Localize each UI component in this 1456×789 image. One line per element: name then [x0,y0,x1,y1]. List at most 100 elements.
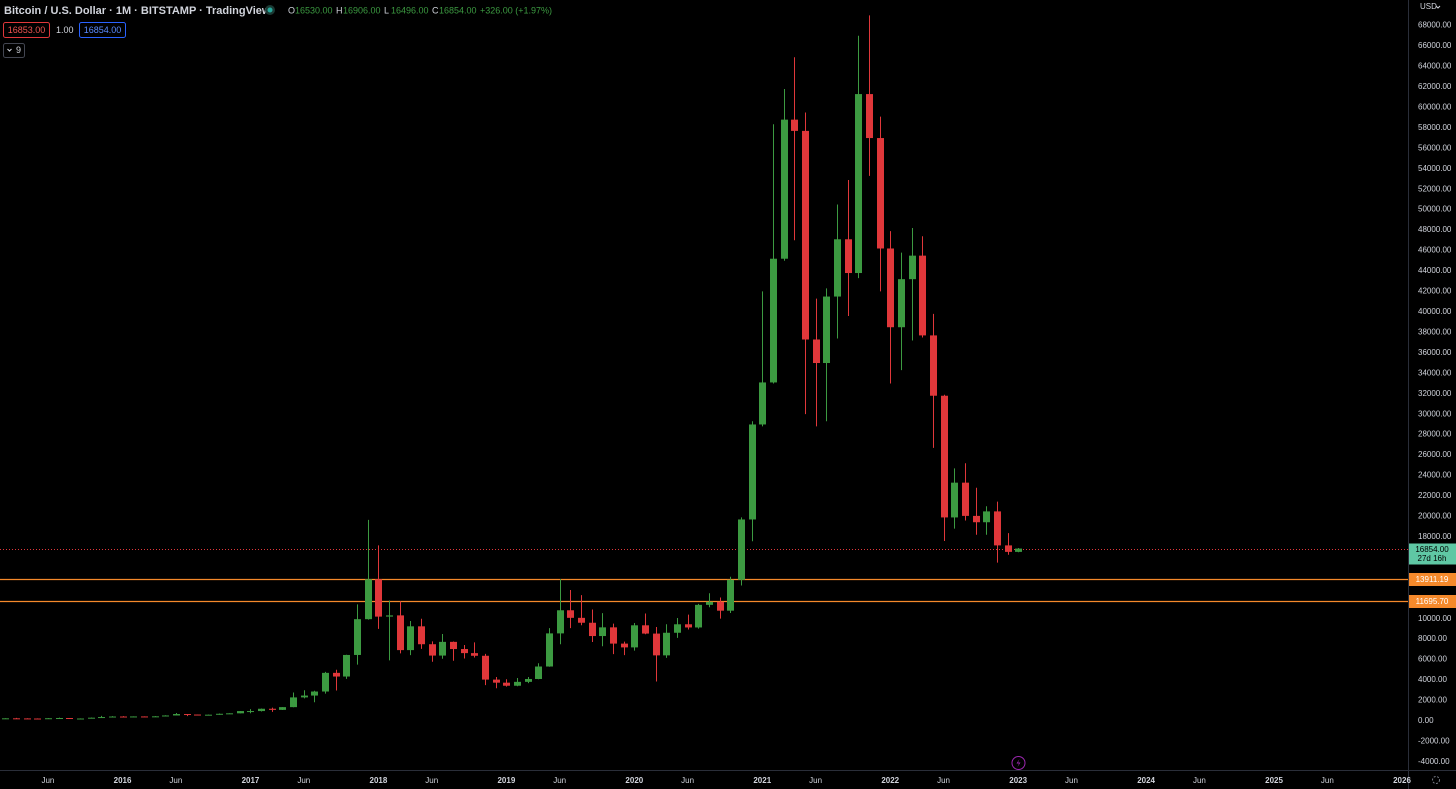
y-tick-label: 26000.00 [1418,450,1452,459]
candle-body [98,717,105,719]
candle-body [205,714,212,716]
candle-body [482,655,489,680]
candle-body [375,579,382,617]
line-label: 11695.70 [1416,597,1449,606]
indicator-toggle[interactable] [3,43,25,58]
candle-body [706,601,713,605]
candle-body [930,335,937,396]
ohlc-key: O [288,5,295,15]
x-tick-label: 2024 [1137,776,1155,785]
candle-body [194,714,201,716]
candle-body [813,339,820,364]
candle-body [237,711,244,714]
candle-body [738,519,745,580]
candle-body [258,708,265,712]
candle-body [674,624,681,633]
y-tick-label: 40000.00 [1418,307,1452,316]
candle-body [834,239,841,297]
y-tick-label: -4000.00 [1418,757,1450,766]
candle-body [2,718,9,720]
bid-box[interactable] [3,22,50,38]
y-tick-label: 22000.00 [1418,491,1452,500]
candle-body [130,716,137,718]
candle-body [578,617,585,623]
candle-body [727,579,734,611]
candle-body [77,718,84,720]
last-price-label: 16854.00 [1415,545,1449,554]
x-tick-label: 2018 [370,776,388,785]
y-tick-label: 30000.00 [1418,409,1452,418]
candle-body [1005,545,1012,552]
candle-body [546,633,553,667]
candle-body [695,604,702,628]
y-tick-label: 10000.00 [1418,614,1452,623]
candle-body [962,482,969,516]
bid: 16853.00 [8,25,46,35]
x-tick-label: 2023 [1009,776,1027,785]
y-tick-label: 24000.00 [1418,471,1452,480]
line-label: 13911.19 [1416,575,1449,584]
event-icon[interactable] [1011,756,1026,770]
y-tick-label: 60000.00 [1418,102,1452,111]
settings-icon[interactable] [1432,776,1440,784]
y-tick-label: 36000.00 [1418,348,1452,357]
ohlc-value: 16906.00 [343,5,381,15]
ohlc-value: 16854.00 [439,5,477,15]
candle-body [557,610,564,634]
candle-body [386,615,393,617]
candle-body [941,395,948,518]
candle-body [247,711,254,713]
candle-body [535,666,542,679]
currency[interactable]: USD [1420,2,1437,11]
candle-body [994,511,1001,546]
spread: 1.00 [56,25,74,35]
x-tick-label: Jun [425,776,438,785]
candle-body [34,718,41,720]
candle-body [152,716,159,718]
candle-body [333,672,340,677]
y-tick-label: 18000.00 [1418,532,1452,541]
candle-body [365,579,372,620]
x-tick-label: 2022 [881,776,899,785]
ohlc-change: +326.00 (+1.97%) [480,5,552,15]
candle-body [802,130,809,340]
candle-body [503,682,510,686]
ohlc-key: L [384,5,389,15]
candle-body [951,482,958,518]
candle-body [290,697,297,708]
candle-body [45,718,52,720]
status-dot [267,7,273,13]
y-tick-label: 38000.00 [1418,327,1452,336]
candle-body [439,641,446,656]
countdown: 27d 16h [1418,554,1447,563]
y-tick-label: 44000.00 [1418,266,1452,275]
candle-body [397,615,404,651]
candle-body [301,695,308,698]
candle-body [877,138,884,249]
candle-body [162,715,169,717]
candle-body [759,382,766,425]
candle-body [887,248,894,328]
y-tick-label: 64000.00 [1418,62,1452,71]
candle-body [983,511,990,523]
overlay: Bitcoin / U.S. Dollar · 1M · BITSTAMP · … [3,2,1441,784]
ohlc-legend: O 16530.00 H 16906.00 L 16496.00 C 16854.00 +326… [288,5,552,15]
ask: 16854.00 [84,25,122,35]
y-tick-label: 32000.00 [1418,389,1452,398]
candle-body [749,424,756,520]
candle-body [717,601,724,611]
candle-body [866,94,873,139]
candle-body [141,716,148,718]
candle-body [514,681,521,686]
y-tick-label: 58000.00 [1418,123,1452,132]
candle-body [173,714,180,716]
ask-box[interactable] [79,22,126,38]
x-tick-label: Jun [1321,776,1334,785]
candle-body [770,258,777,383]
currency-chevron [1435,5,1441,9]
candle-body [919,255,926,336]
candle-body [631,625,638,648]
candle-body [279,707,286,710]
candle-body [24,718,31,720]
candle-body [781,119,788,259]
